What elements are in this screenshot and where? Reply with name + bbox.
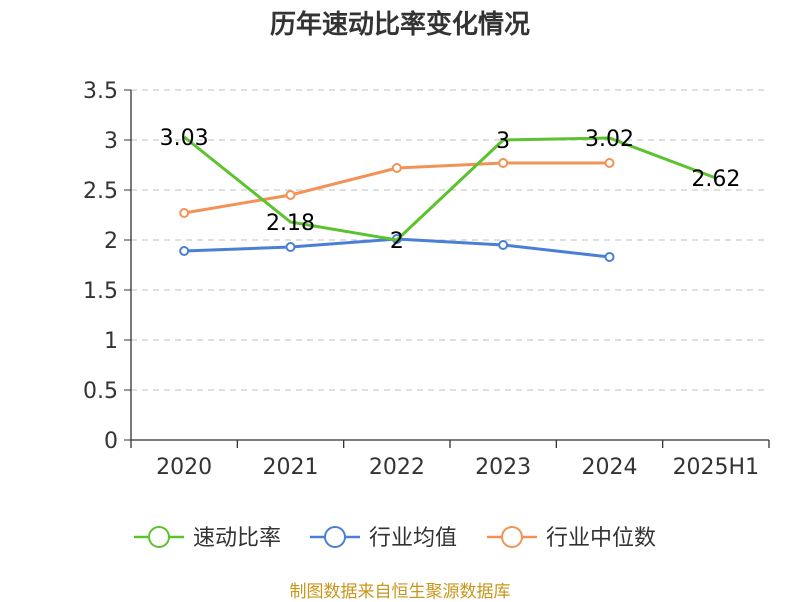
data-point (498, 158, 509, 168)
data-label: 2 (390, 229, 404, 254)
data-point (391, 163, 402, 173)
grid-lines (131, 89, 769, 391)
data-label: 3.03 (160, 126, 209, 151)
data-label: 2.62 (691, 167, 740, 192)
series-0 (183, 135, 717, 242)
y-tick-label: 2.5 (83, 179, 118, 204)
legend-label: 行业中位数 (546, 526, 656, 551)
y-tick-label: 1 (104, 329, 118, 354)
source-note: 制图数据来自恒生聚源数据库 (289, 582, 511, 602)
y-tick-label: 3.5 (83, 79, 118, 104)
series-line (183, 135, 717, 242)
x-tick-label: 2023 (475, 455, 531, 480)
data-labels: 3.03 2.18 2 3 3.02 2.62 (160, 126, 741, 254)
chart-title: 历年速动比率变化情况 (269, 10, 530, 40)
x-tick-label: 2020 (156, 455, 212, 480)
legend-marker-icon (501, 526, 523, 548)
data-point (604, 158, 615, 168)
axes: 0 0.5 1 1.5 2 2.5 3 3.5 2020 2021 2022 2023 2024 2025… (83, 79, 770, 480)
data-label: 3 (496, 129, 510, 154)
legend-item[interactable]: 速动比率 (134, 526, 281, 551)
y-tick-label: 2 (104, 229, 118, 254)
data-point (285, 242, 296, 252)
data-label: 3.02 (585, 127, 634, 152)
y-tick-label: 3 (104, 129, 118, 154)
series-lines (179, 135, 717, 262)
legend-marker-icon (324, 526, 346, 548)
x-tick-label: 2024 (582, 455, 638, 480)
data-point (179, 208, 190, 218)
legend-label: 行业均值 (369, 526, 457, 551)
y-tick-label: 0 (104, 429, 118, 454)
data-point (498, 240, 509, 250)
y-tick-label: 1.5 (83, 279, 118, 304)
legend-item[interactable]: 行业中位数 (487, 526, 656, 551)
data-point (285, 190, 296, 200)
legend-label: 速动比率 (193, 526, 281, 551)
x-tick-label: 2022 (369, 455, 425, 480)
data-point (179, 246, 190, 256)
series-2 (179, 158, 615, 218)
legend-item[interactable]: 行业均值 (310, 526, 457, 551)
data-label: 2.18 (266, 211, 315, 236)
x-tick-label: 2021 (263, 455, 319, 480)
legend-marker-icon (148, 526, 170, 548)
x-tick-label: 2025H1 (673, 455, 760, 480)
data-point (604, 252, 615, 262)
legend: 速动比率 行业均值 行业中位数 (134, 526, 656, 551)
y-tick-label: 0.5 (83, 379, 118, 404)
